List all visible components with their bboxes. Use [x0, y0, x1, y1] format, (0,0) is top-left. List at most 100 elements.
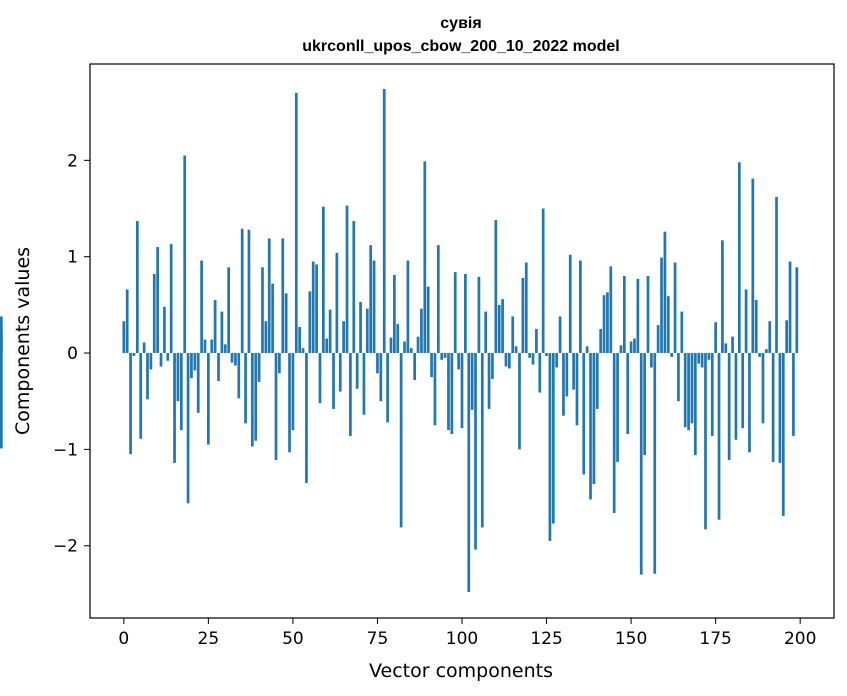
bar-component-192 — [771, 353, 775, 462]
bar-component-undefined — [0, 353, 3, 449]
bar-component-74 — [372, 260, 376, 354]
bar-component-82 — [399, 353, 403, 528]
bar-component-145 — [612, 353, 616, 513]
bar-component-1 — [125, 289, 129, 354]
bar-component-67 — [349, 353, 352, 436]
x-tick-label-100: 100 — [446, 629, 478, 649]
bar-component-183 — [741, 353, 745, 429]
bar-component-120 — [528, 353, 531, 358]
bar-component-163 — [673, 262, 677, 354]
bar-component-137 — [585, 346, 589, 354]
bar-component-52 — [298, 327, 302, 354]
bar-component-169 — [693, 353, 697, 456]
bar-component-17 — [179, 353, 183, 431]
bar-component-122 — [535, 328, 538, 354]
bar-component-111 — [497, 304, 501, 354]
bar-component-138 — [589, 353, 592, 500]
bar-component-156 — [650, 353, 653, 368]
bar-component-148 — [622, 275, 626, 354]
bar-component-150 — [629, 341, 633, 354]
bar-component-75 — [376, 353, 379, 374]
x-tick-label-125: 125 — [530, 629, 562, 649]
bar-component-70 — [359, 301, 362, 354]
bar-component-110 — [494, 220, 498, 354]
bar-component-88 — [420, 308, 423, 354]
bar-component-34 — [237, 353, 241, 399]
bar-component-126 — [548, 353, 552, 541]
bar-component-160 — [663, 231, 667, 354]
x-axis-label: Vector components — [369, 660, 553, 682]
bar-component-14 — [169, 244, 173, 354]
bar-component-36 — [244, 353, 247, 424]
bar-component-3 — [132, 353, 136, 356]
bar-component-182 — [737, 162, 741, 354]
bar-component-55 — [308, 291, 312, 354]
bar-component-177 — [721, 240, 724, 354]
y-tick-label-0: 0 — [67, 344, 78, 364]
bar-component-118 — [521, 277, 525, 354]
bar-component-112 — [501, 299, 504, 354]
bar-component-8 — [149, 353, 153, 370]
bar-component-142 — [602, 295, 606, 354]
bar-component-173 — [707, 353, 711, 360]
bar-component-97 — [450, 353, 454, 434]
bar-component-146 — [616, 353, 619, 462]
bar-component-125 — [545, 353, 548, 356]
bar-component-98 — [453, 272, 457, 354]
bar-component-167 — [687, 353, 690, 431]
bar-component-91 — [430, 353, 433, 378]
bar-component-174 — [710, 353, 714, 436]
bar-component-139 — [592, 353, 596, 485]
y-axis-label: Components values — [12, 247, 34, 435]
bar-component-42 — [264, 321, 268, 354]
bar-component-12 — [163, 306, 166, 354]
bar-component-186 — [751, 178, 755, 354]
bar-component-60 — [325, 338, 329, 354]
bar-component-49 — [288, 353, 291, 453]
bar-component-6 — [142, 342, 146, 354]
bar-component-26 — [210, 339, 214, 354]
x-axis-ticks: 0 25 50 75 100 125 150 175 200 — [118, 618, 816, 649]
y-tick-label--1: −1 — [53, 440, 78, 460]
bar-component-0 — [122, 321, 126, 354]
bar-component-69 — [355, 353, 359, 389]
bar-component-13 — [166, 353, 170, 361]
bar-component-100 — [460, 353, 464, 429]
bar-component-73 — [369, 245, 373, 354]
bar-component-2 — [129, 353, 132, 455]
bar-component-188 — [758, 353, 761, 357]
bar-component-79 — [389, 337, 393, 354]
bar-component-59 — [321, 206, 325, 354]
bar-component-46 — [278, 353, 281, 374]
bar-component-149 — [626, 353, 630, 434]
bar-component-119 — [524, 262, 528, 354]
bar-component-131 — [565, 353, 569, 397]
bar-component-25 — [207, 353, 210, 445]
bar-component-101 — [464, 274, 467, 354]
bar-component-62 — [332, 353, 335, 409]
bar-component-58 — [318, 353, 322, 404]
bar-component-32 — [230, 353, 234, 363]
bar-component-165 — [680, 311, 684, 354]
bar-component-191 — [768, 321, 772, 354]
bar-component-92 — [433, 353, 437, 426]
bar-component-89 — [423, 161, 427, 354]
bar-component-152 — [636, 278, 640, 354]
bar-component-124 — [541, 208, 545, 354]
bar-component-133 — [572, 353, 575, 390]
bar-component-151 — [633, 338, 636, 354]
bar-component-113 — [504, 353, 508, 367]
bar-component-31 — [227, 267, 231, 354]
bar-component-130 — [562, 353, 565, 416]
bar-component-44 — [271, 283, 274, 354]
plot-area-frame — [89, 63, 835, 619]
x-tick-label-75: 75 — [367, 629, 389, 649]
bar-component-51 — [294, 92, 298, 354]
bar-component-64 — [338, 353, 342, 392]
bar-component-29 — [220, 311, 224, 354]
bar-component-7 — [146, 353, 149, 400]
y-tick-label-2: 2 — [67, 151, 78, 171]
bar-component-38 — [250, 353, 254, 447]
bar-component-168 — [690, 353, 694, 424]
